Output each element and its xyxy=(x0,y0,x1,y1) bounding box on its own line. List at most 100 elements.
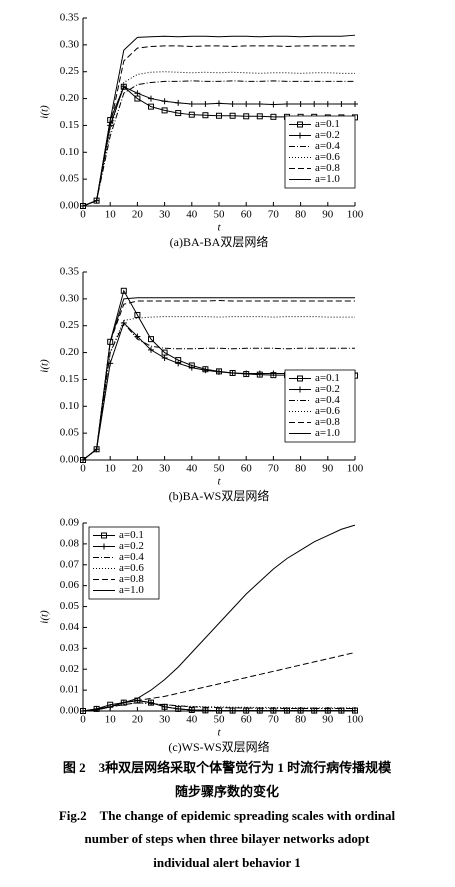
legend-label: a=0.8 xyxy=(315,162,340,174)
marker xyxy=(270,370,277,377)
marker xyxy=(188,706,195,713)
marker xyxy=(202,100,209,107)
legend-label: a=1.0 xyxy=(315,173,340,185)
marker xyxy=(175,110,182,117)
y-tick-label: 0.00 xyxy=(60,454,80,466)
marker xyxy=(297,100,304,107)
y-axis-label: i(t) xyxy=(39,359,51,373)
chart-caption: (c)WS-WS双层网络 xyxy=(168,739,269,754)
x-tick-label: 70 xyxy=(268,209,280,221)
y-tick-label: 0.05 xyxy=(60,173,80,185)
legend-label: a=0.6 xyxy=(315,151,340,163)
marker xyxy=(148,336,154,343)
legend-label: a=0.6 xyxy=(315,405,340,417)
series-line xyxy=(82,316,355,461)
y-tick-label: 0.02 xyxy=(60,663,79,675)
x-tick-label: 100 xyxy=(347,463,364,475)
y-tick-label: 0.00 xyxy=(60,200,80,212)
marker xyxy=(148,699,154,706)
marker xyxy=(202,112,209,119)
x-tick-label: 20 xyxy=(132,714,144,726)
marker xyxy=(229,707,236,714)
marker xyxy=(311,100,318,107)
marker xyxy=(216,100,222,107)
legend-box xyxy=(284,115,356,189)
x-tick-label: 70 xyxy=(268,714,280,726)
marker xyxy=(243,707,250,714)
marker xyxy=(229,369,236,376)
series-line xyxy=(82,702,355,712)
series-line xyxy=(82,71,355,207)
x-tick-label: 0 xyxy=(80,463,86,475)
marker xyxy=(148,95,154,102)
legend-label: a=0.4 xyxy=(315,394,340,406)
marker xyxy=(188,364,195,371)
y-tick-label: 0.35 xyxy=(60,266,80,278)
chart-caption: (b)BA-WS双层网络 xyxy=(169,488,270,503)
x-tick-label: 80 xyxy=(295,714,307,726)
y-tick-label: 0.30 xyxy=(60,292,80,304)
x-tick-label: 80 xyxy=(295,209,307,221)
marker xyxy=(216,368,222,375)
marker xyxy=(216,707,222,714)
marker xyxy=(148,103,154,110)
x-tick-label: 10 xyxy=(105,209,117,221)
marker xyxy=(243,113,250,120)
marker xyxy=(188,111,195,118)
x-tick-label: 60 xyxy=(241,714,253,726)
legend-label: a=1.0 xyxy=(315,427,340,439)
marker xyxy=(202,367,209,374)
series-line xyxy=(82,80,355,207)
x-tick-label: 20 xyxy=(132,209,144,221)
legend-label: a=0.8 xyxy=(315,416,340,428)
x-tick-label: 100 xyxy=(347,209,364,221)
y-tick-label: 0.06 xyxy=(60,579,80,591)
x-tick-label: 40 xyxy=(186,209,198,221)
y-tick-label: 0.04 xyxy=(60,621,80,633)
y-tick-label: 0.01 xyxy=(60,684,79,696)
marker xyxy=(93,705,100,712)
x-tick-label: 100 xyxy=(347,714,364,726)
series-line xyxy=(82,297,355,461)
series-line xyxy=(82,299,355,461)
x-tick-label: 0 xyxy=(80,209,86,221)
marker xyxy=(243,370,250,377)
legend-marker xyxy=(297,121,303,128)
series-line xyxy=(82,34,356,207)
y-tick-label: 0.20 xyxy=(60,346,80,358)
marker xyxy=(216,112,222,119)
marker xyxy=(175,360,182,367)
y-tick-label: 0.07 xyxy=(60,558,80,570)
marker xyxy=(161,98,168,105)
x-tick-label: 80 xyxy=(295,463,307,475)
marker xyxy=(175,705,182,712)
y-tick-label: 0.03 xyxy=(60,642,80,654)
marker xyxy=(148,346,154,353)
caption-en: Fig.2 The change of epidemic spreading s… xyxy=(59,808,396,823)
legend-box xyxy=(284,369,356,443)
marker xyxy=(243,100,250,107)
legend-label: a=0.6 xyxy=(119,562,144,574)
series-line xyxy=(82,322,355,461)
legend-marker xyxy=(101,543,107,550)
legend-label: a=0.2 xyxy=(315,129,340,141)
y-tick-label: 0.10 xyxy=(60,400,80,412)
marker xyxy=(256,113,263,120)
legend-label: a=0.4 xyxy=(119,551,144,563)
x-tick-label: 60 xyxy=(241,463,253,475)
marker xyxy=(229,112,236,119)
x-tick-label: 50 xyxy=(214,714,226,726)
legend-box xyxy=(88,526,160,600)
x-tick-label: 30 xyxy=(159,463,171,475)
x-tick-label: 30 xyxy=(159,714,171,726)
marker xyxy=(297,707,304,714)
y-tick-label: 0.35 xyxy=(60,12,80,24)
marker xyxy=(120,83,127,90)
marker xyxy=(270,113,277,120)
x-tick-label: 20 xyxy=(132,463,144,475)
marker xyxy=(284,100,290,107)
x-tick-label: 40 xyxy=(186,714,198,726)
series-line xyxy=(82,652,356,712)
legend-label: a=0.1 xyxy=(315,372,340,384)
